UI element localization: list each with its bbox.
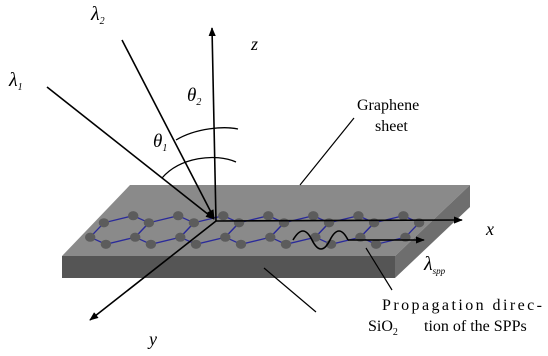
incident-beam-lambda2 [121, 39, 215, 219]
carbon-atom [145, 239, 157, 249]
incident-beam-lambda1 [46, 86, 215, 220]
sio2-leader-line [263, 267, 317, 313]
carbon-atom [143, 218, 155, 228]
propagation-label-line1: Propagation direc- [382, 297, 542, 314]
carbon-atom [353, 211, 364, 221]
y-axis-arrow [89, 220, 217, 321]
sio2-label: SiO2 [368, 318, 398, 338]
x-axis-label: x [485, 219, 494, 239]
carbon-atom [175, 232, 186, 242]
spp-propagation [292, 230, 425, 250]
carbon-atom [280, 239, 292, 249]
theta2-arc [175, 127, 239, 141]
spp-wave [292, 230, 349, 250]
leader-lines [263, 117, 393, 313]
slab-front-face [62, 256, 395, 278]
carbon-atom [220, 232, 231, 242]
carbon-atom [323, 218, 335, 228]
carbon-atom [218, 211, 229, 221]
carbon-atom [100, 239, 112, 249]
theta2-label: θ2 [187, 85, 201, 108]
theta1-label: θ1 [153, 131, 167, 154]
carbon-atom [308, 211, 319, 221]
carbon-atom [173, 211, 184, 221]
carbon-atom [398, 211, 409, 221]
carbon-atom [265, 232, 276, 242]
carbon-atom [85, 232, 96, 242]
y-axis-label: y [147, 329, 157, 349]
graphene-label-line1: Graphene [357, 97, 419, 114]
theta1-arc [161, 156, 237, 179]
coordinate-axes [89, 27, 463, 321]
carbon-atom [130, 232, 141, 242]
carbon-atom [370, 239, 382, 249]
lambda1-label: λ1 [8, 69, 23, 93]
carbon-atom [310, 232, 321, 242]
carbon-atom [263, 211, 274, 221]
carbon-atom [278, 218, 290, 228]
carbon-atom [235, 239, 247, 249]
carbon-atom [188, 218, 200, 228]
slab-side-face [395, 185, 470, 278]
x-axis-arrow [215, 216, 463, 224]
propagation-leader-line [365, 247, 393, 291]
carbon-atom [190, 239, 202, 249]
diagram-labels: λ1 λ2 θ1 θ2 z x y Graphene sheet λspp Pr… [8, 3, 542, 349]
carbon-atom [98, 218, 110, 228]
carbon-atom [233, 218, 245, 228]
z-axis-arrow [208, 27, 217, 222]
sio2-substrate-slab [62, 185, 470, 278]
incidence-angle-arcs [161, 127, 239, 179]
propagation-label-line2: tion of the SPPs [424, 318, 527, 335]
lambda2-label: λ2 [90, 3, 105, 27]
lambda-spp-label: λspp [423, 253, 446, 276]
graphene-label-line2: sheet [375, 118, 408, 135]
carbon-atom [128, 211, 139, 221]
incident-beams [46, 39, 215, 220]
graphene-leader-line [299, 117, 355, 186]
z-axis-label: z [250, 34, 258, 54]
